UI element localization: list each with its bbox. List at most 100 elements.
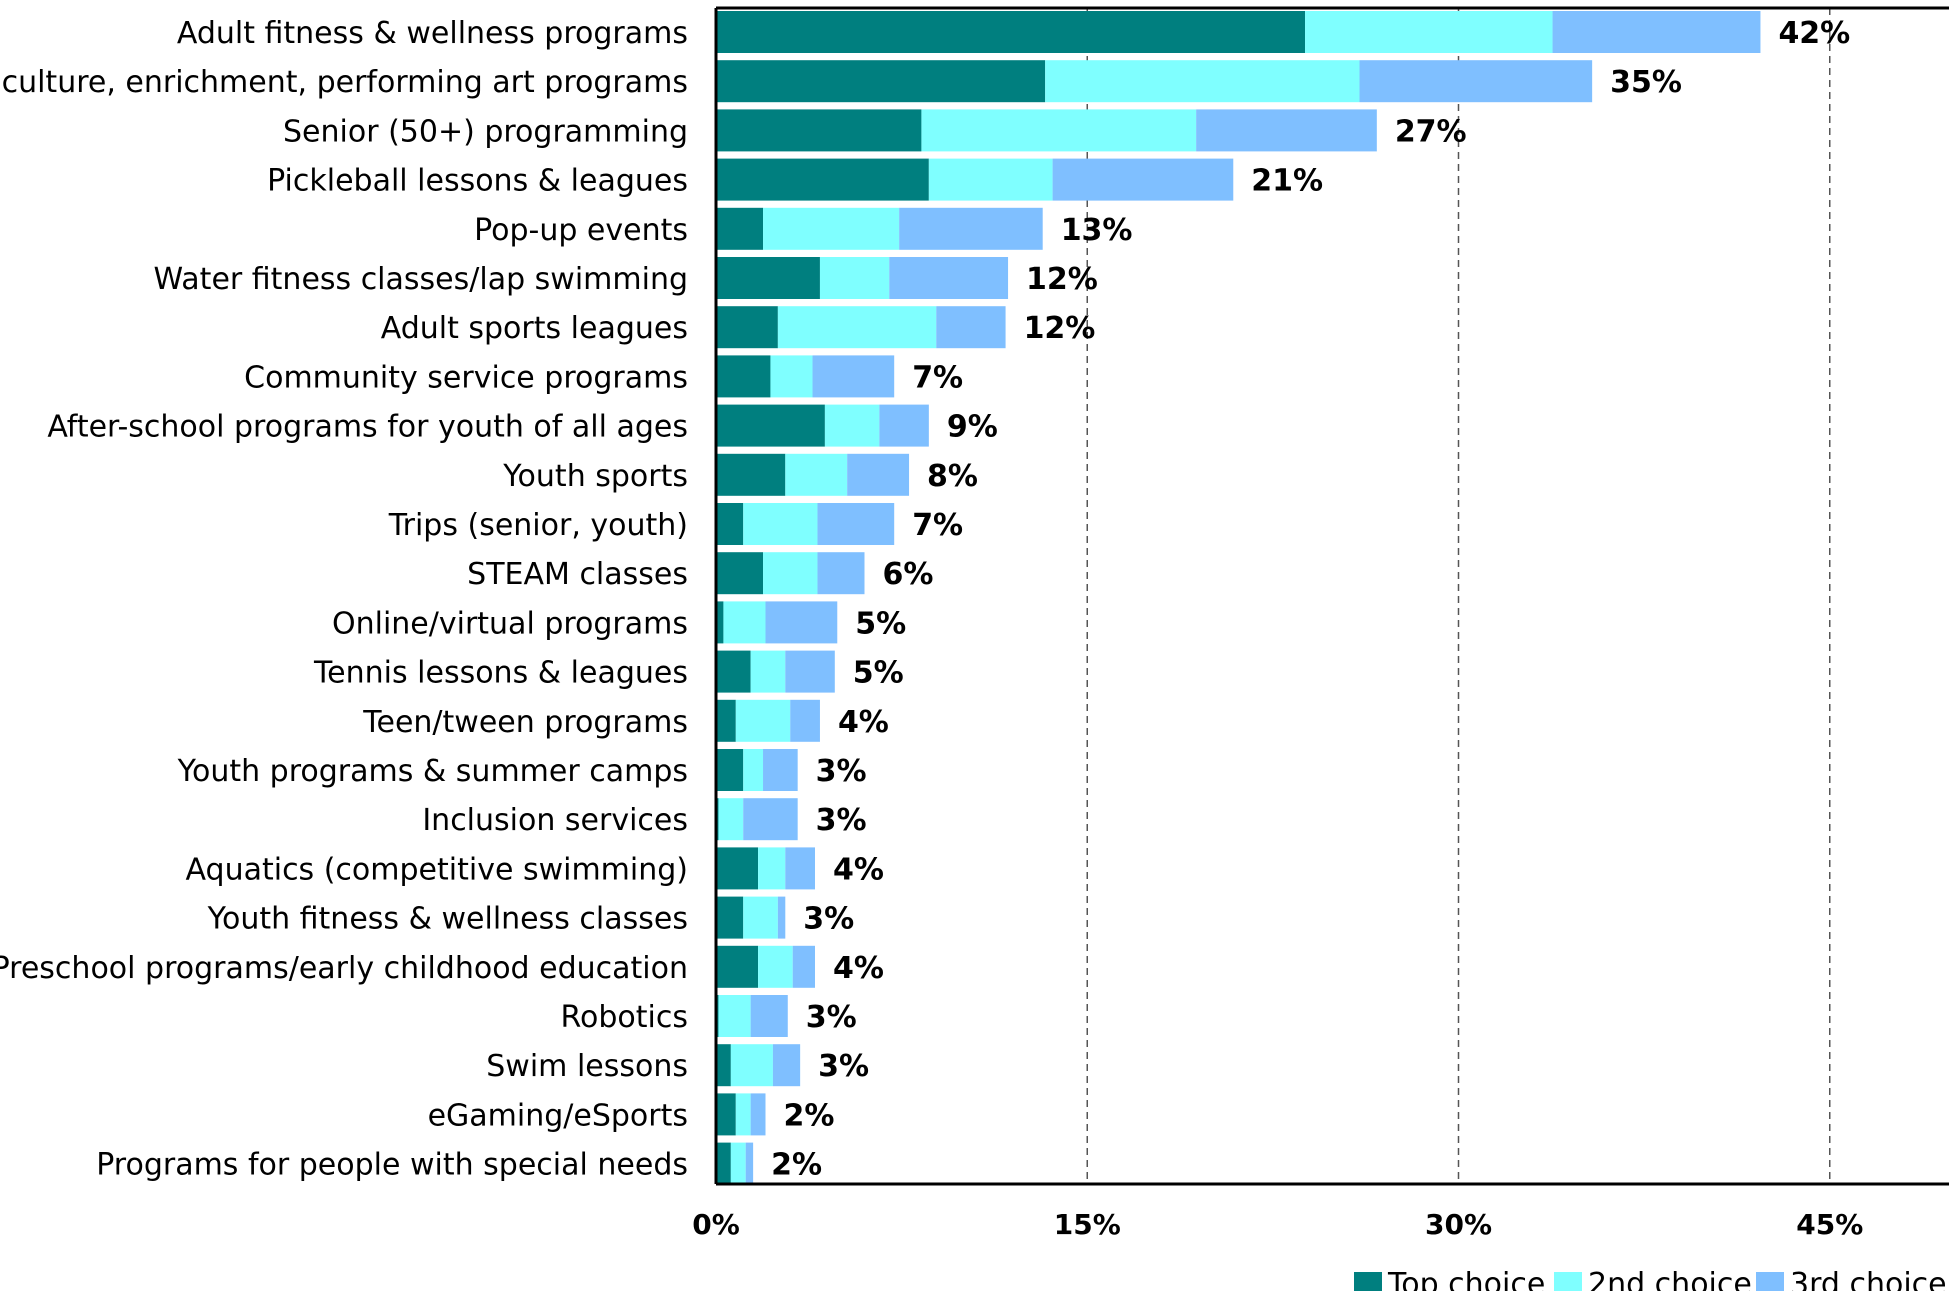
bar-segment-2nd-choice-14	[735, 699, 791, 742]
data-label: 27%	[1395, 114, 1467, 149]
category-label: Art, culture, enrichment, performing art…	[0, 65, 688, 100]
data-label: 4%	[833, 852, 884, 887]
x-tick-label: 30%	[1425, 1208, 1492, 1241]
category-label: Robotics	[561, 1000, 688, 1035]
bar-segment-top-choice-1	[716, 60, 1046, 103]
data-label: 3%	[816, 803, 867, 838]
category-label: STEAM classes	[467, 557, 688, 592]
bar-segment-3rd-choice-13	[785, 650, 835, 693]
bar-segment-3rd-choice-15	[763, 749, 798, 791]
bar-segment-2nd-choice-8	[824, 404, 880, 447]
bar-segment-2nd-choice-20	[718, 995, 751, 1037]
bar-segment-top-choice-7	[716, 355, 771, 398]
bar-segment-2nd-choice-10	[743, 503, 818, 545]
data-label: 2%	[784, 1098, 835, 1133]
bar-segment-top-choice-18	[716, 896, 744, 939]
bar-segment-2nd-choice-0	[1305, 11, 1553, 53]
bar-segment-2nd-choice-3	[928, 158, 1053, 201]
bar-segment-top-choice-21	[716, 1044, 731, 1087]
category-label: Preschool programs/early childhood educa…	[0, 951, 688, 986]
category-label: Senior (50+) programming	[283, 114, 688, 149]
bar-segment-2nd-choice-21	[730, 1044, 773, 1087]
bar-segment-top-choice-9	[716, 453, 786, 496]
category-label: Community service programs	[244, 360, 688, 395]
x-tick-label: 15%	[1054, 1208, 1121, 1241]
bars	[716, 11, 1761, 1185]
bar-segment-3rd-choice-6	[936, 306, 1006, 349]
data-label: 5%	[853, 656, 904, 691]
bar-segment-3rd-choice-11	[817, 552, 865, 595]
bar-segment-3rd-choice-2	[1196, 109, 1377, 152]
category-label: Pickleball lessons & leagues	[267, 164, 688, 199]
bar-segment-3rd-choice-19	[792, 945, 815, 988]
bar-segment-2nd-choice-6	[777, 306, 937, 349]
bar-segment-top-choice-15	[716, 749, 744, 791]
category-label: Adult sports leagues	[381, 311, 688, 346]
category-label: Tennis lessons & leagues	[313, 656, 688, 691]
bar-segment-3rd-choice-14	[790, 699, 820, 742]
bar-segment-3rd-choice-22	[750, 1093, 766, 1136]
bar-segment-2nd-choice-12	[723, 601, 766, 644]
bar-segment-3rd-choice-1	[1359, 60, 1593, 103]
category-label: Pop-up events	[474, 213, 688, 248]
legend-swatch-top-choice	[1354, 1272, 1382, 1296]
bar-segment-3rd-choice-17	[785, 847, 815, 890]
bar-segment-3rd-choice-5	[889, 257, 1009, 299]
bar-segment-top-choice-11	[716, 552, 764, 595]
legend-swatch-2nd-choice	[1554, 1272, 1582, 1296]
bar-segment-3rd-choice-23	[745, 1142, 754, 1185]
bar-segment-top-choice-23	[716, 1142, 731, 1185]
data-label: 8%	[927, 459, 978, 494]
bar-segment-3rd-choice-21	[772, 1044, 801, 1087]
data-label: 3%	[806, 1000, 857, 1035]
bar-segment-top-choice-0	[716, 11, 1306, 53]
data-label: 3%	[816, 754, 867, 789]
bar-segment-top-choice-14	[716, 699, 736, 742]
bar-segment-3rd-choice-10	[817, 503, 895, 545]
bar-segment-2nd-choice-19	[758, 945, 793, 988]
bar-segment-3rd-choice-8	[879, 404, 929, 447]
data-label: 21%	[1251, 164, 1323, 199]
data-label: 12%	[1026, 262, 1098, 297]
legend-swatch-3rd-choice	[1756, 1272, 1784, 1296]
legend-label-2nd-choice: 2nd choice	[1588, 1267, 1752, 1291]
bar-segment-top-choice-12	[716, 601, 724, 644]
legend-label-top-choice: Top choice	[1387, 1267, 1545, 1291]
bar-segment-2nd-choice-5	[819, 257, 890, 299]
bar-segment-3rd-choice-16	[743, 798, 798, 841]
bar-segment-top-choice-13	[716, 650, 751, 693]
bar-segment-3rd-choice-18	[777, 896, 786, 939]
data-label: 42%	[1778, 16, 1850, 51]
bar-segment-top-choice-10	[716, 503, 744, 545]
data-label: 13%	[1061, 213, 1133, 248]
bar-segment-top-choice-4	[716, 207, 764, 250]
legend-label-3rd-choice: 3rd choice	[1790, 1267, 1947, 1291]
data-label: 12%	[1024, 311, 1096, 346]
x-tick-label: 0%	[692, 1208, 740, 1241]
bar-segment-3rd-choice-9	[847, 453, 910, 496]
axes: 0% 15% 30% 45%	[692, 6, 1949, 1241]
category-label: Aquatics (competitive swimming)	[186, 852, 688, 887]
bar-segment-top-choice-2	[716, 109, 922, 152]
category-label: Youth fitness & wellness classes	[207, 902, 688, 937]
bar-segment-2nd-choice-2	[921, 109, 1197, 152]
data-label: 2%	[771, 1148, 822, 1183]
bar-segment-2nd-choice-22	[735, 1093, 751, 1136]
category-label: Water fitness classes/lap swimming	[154, 262, 688, 297]
bar-segment-3rd-choice-7	[812, 355, 895, 398]
category-label: Swim lessons	[486, 1049, 688, 1084]
bar-segment-2nd-choice-11	[763, 552, 818, 595]
data-label: 7%	[912, 508, 963, 543]
bar-segment-2nd-choice-18	[743, 896, 778, 939]
data-label: 35%	[1610, 65, 1682, 100]
bar-segment-top-choice-8	[716, 404, 825, 447]
bar-segment-2nd-choice-13	[750, 650, 786, 693]
category-label: Teen/tween programs	[362, 705, 688, 740]
bar-segment-3rd-choice-0	[1552, 11, 1761, 53]
category-label: Programs for people with special needs	[96, 1148, 688, 1183]
legend: Top choice 2nd choice 3rd choice	[1354, 1267, 1947, 1296]
category-label: Adult fitness & wellness programs	[177, 16, 688, 51]
category-label: After-school programs for youth of all a…	[47, 410, 688, 445]
x-tick-label: 45%	[1796, 1208, 1863, 1241]
